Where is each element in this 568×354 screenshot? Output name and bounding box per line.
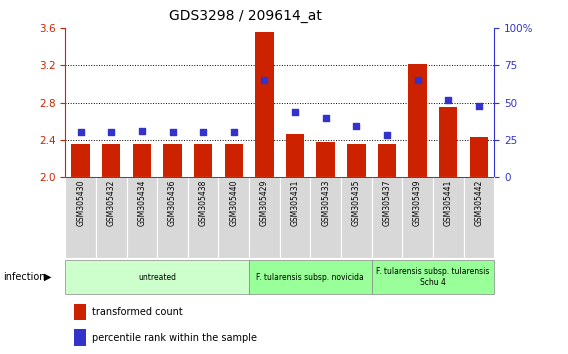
- Bar: [224, 144, 243, 177]
- Bar: [219, 177, 249, 258]
- Bar: [310, 177, 341, 258]
- Bar: [371, 259, 494, 294]
- Bar: [102, 144, 120, 177]
- Bar: [402, 177, 433, 258]
- Text: ▶: ▶: [44, 272, 52, 282]
- Bar: [347, 144, 366, 177]
- Point: [107, 130, 116, 135]
- Bar: [433, 177, 463, 258]
- Text: GSM305431: GSM305431: [291, 179, 299, 226]
- Point: [352, 124, 361, 129]
- Bar: [378, 144, 396, 177]
- Bar: [65, 177, 96, 258]
- Text: GSM305436: GSM305436: [168, 179, 177, 226]
- Bar: [316, 142, 335, 177]
- Bar: [164, 144, 182, 177]
- Text: GDS3298 / 209614_at: GDS3298 / 209614_at: [169, 9, 322, 23]
- Point: [260, 78, 269, 83]
- Bar: [439, 107, 457, 177]
- Bar: [72, 144, 90, 177]
- Point: [229, 130, 239, 135]
- Point: [382, 132, 391, 138]
- Point: [474, 103, 483, 108]
- Point: [137, 128, 147, 134]
- Point: [76, 130, 85, 135]
- Bar: [188, 177, 219, 258]
- Point: [199, 130, 208, 135]
- Text: GSM305435: GSM305435: [352, 179, 361, 226]
- Bar: [470, 137, 488, 177]
- Bar: [96, 177, 127, 258]
- Bar: [249, 259, 371, 294]
- Text: F. tularensis subsp. novicida: F. tularensis subsp. novicida: [257, 273, 364, 281]
- Bar: [371, 177, 402, 258]
- Point: [168, 130, 177, 135]
- Bar: [194, 144, 212, 177]
- Text: GSM305442: GSM305442: [474, 179, 483, 226]
- Bar: [65, 259, 249, 294]
- Bar: [408, 64, 427, 177]
- Text: GSM305430: GSM305430: [76, 179, 85, 226]
- Text: GSM305432: GSM305432: [107, 179, 116, 226]
- Point: [413, 78, 422, 83]
- Bar: [133, 144, 151, 177]
- Bar: [255, 32, 274, 177]
- Bar: [280, 177, 310, 258]
- Text: F. tularensis subsp. tularensis
Schu 4: F. tularensis subsp. tularensis Schu 4: [376, 267, 490, 287]
- Text: infection: infection: [3, 272, 45, 282]
- Text: GSM305438: GSM305438: [199, 179, 208, 226]
- Text: GSM305434: GSM305434: [137, 179, 147, 226]
- Bar: [157, 177, 188, 258]
- Bar: [249, 177, 280, 258]
- Text: GSM305437: GSM305437: [382, 179, 391, 226]
- Bar: [74, 304, 86, 320]
- Bar: [127, 177, 157, 258]
- Bar: [463, 177, 494, 258]
- Bar: [341, 177, 371, 258]
- Point: [290, 109, 299, 114]
- Bar: [74, 330, 86, 346]
- Text: GSM305441: GSM305441: [444, 179, 453, 226]
- Text: GSM305429: GSM305429: [260, 179, 269, 226]
- Point: [444, 97, 453, 103]
- Text: untreated: untreated: [138, 273, 176, 281]
- Text: GSM305440: GSM305440: [229, 179, 239, 226]
- Text: GSM305433: GSM305433: [321, 179, 330, 226]
- Bar: [286, 134, 304, 177]
- Text: percentile rank within the sample: percentile rank within the sample: [92, 333, 257, 343]
- Point: [321, 115, 330, 120]
- Text: GSM305439: GSM305439: [413, 179, 422, 226]
- Text: transformed count: transformed count: [92, 307, 183, 317]
